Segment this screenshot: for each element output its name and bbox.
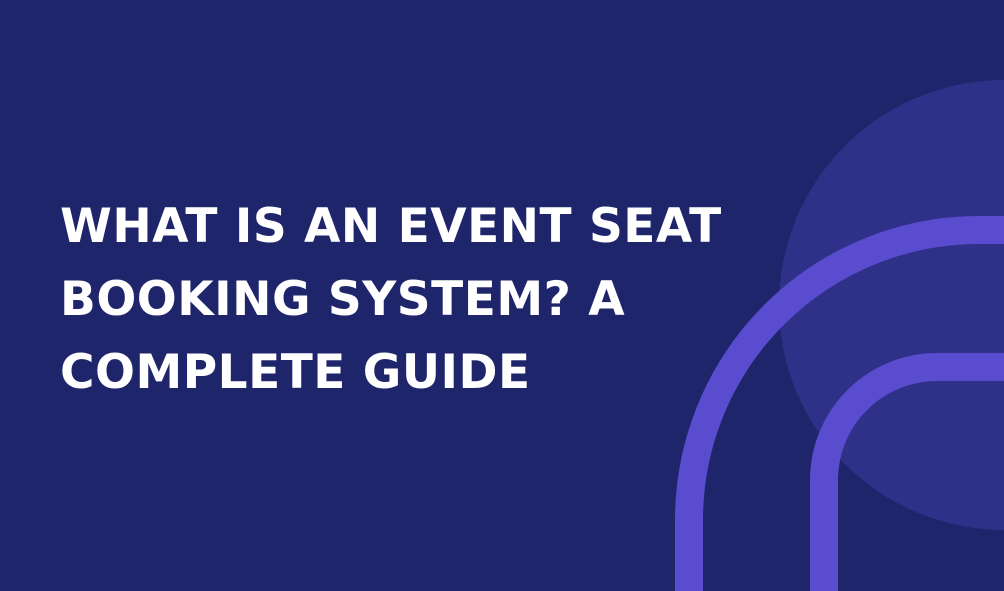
- inner-arc-shape: [810, 353, 1004, 591]
- title-line-3: COMPLETE GUIDE: [60, 345, 531, 400]
- outer-arc-shape: [675, 216, 1004, 591]
- page-title: WHAT IS AN EVENT SEAT BOOKING SYSTEM? A …: [60, 190, 760, 409]
- title-line-1: WHAT IS AN EVENT SEAT: [60, 199, 722, 254]
- title-line-2: BOOKING SYSTEM? A: [60, 272, 626, 327]
